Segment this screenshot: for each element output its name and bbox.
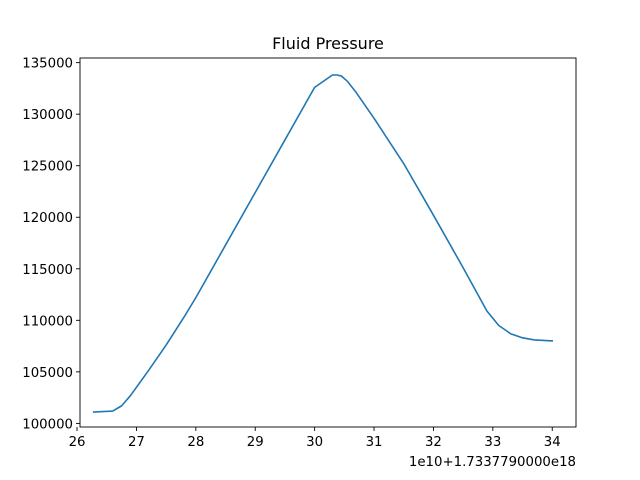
x-axis: 26 27 28 29 30 31 32 33 34 (69, 427, 561, 450)
x-tick-label: 31 (366, 435, 383, 450)
x-tick-label: 30 (306, 435, 323, 450)
y-tick-label: 100000 (22, 417, 73, 432)
y-tick-label: 135000 (22, 57, 73, 72)
y-tick-label: 110000 (22, 314, 73, 329)
y-tick-label: 130000 (22, 108, 73, 123)
x-axis-offset-label: 1e10+1.7337790000e18 (409, 455, 576, 470)
series-line-0 (92, 74, 554, 413)
axes-frame (79, 57, 577, 428)
x-tick-label: 27 (128, 435, 145, 450)
y-tick-label: 115000 (22, 263, 73, 278)
chart-title: Fluid Pressure (272, 34, 384, 53)
x-tick-label: 32 (425, 435, 442, 450)
x-tick-label: 29 (247, 435, 264, 450)
y-tick-label: 105000 (22, 366, 73, 381)
x-tick-label: 33 (484, 435, 501, 450)
y-tick-label: 120000 (22, 211, 73, 226)
y-tick-label: 125000 (22, 160, 73, 175)
x-tick-label: 34 (544, 435, 561, 450)
x-tick-label: 26 (69, 435, 86, 450)
plot-area (79, 57, 577, 428)
x-tick-label: 28 (187, 435, 204, 450)
y-axis: 100000 105000 110000 115000 120000 125000 1300… (22, 57, 80, 432)
